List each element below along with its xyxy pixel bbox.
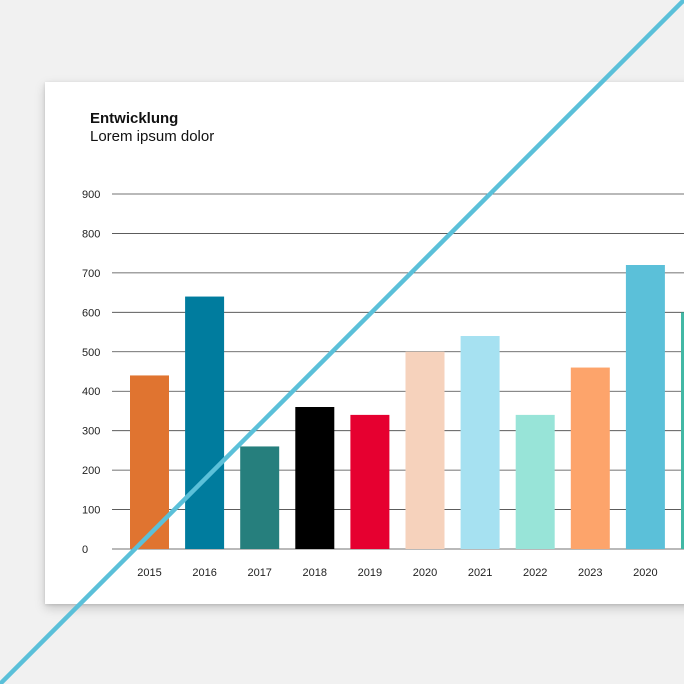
y-tick-label: 200 (82, 465, 100, 477)
x-tick-label: 2023 (578, 567, 602, 579)
chart-subtitle: Lorem ipsum dolor (90, 128, 215, 145)
bar-2017 (240, 446, 280, 549)
bar-2016 (185, 296, 225, 549)
labels-layer: 0 100 200 300 400 500 600 700 800 900 2015 2016 2017… (82, 189, 658, 579)
bar-2019 (350, 414, 390, 549)
bar-2018 (295, 407, 335, 549)
x-tick-label: 2020 (413, 567, 437, 579)
bars-layer (130, 265, 684, 549)
x-tick-label: 2018 (303, 567, 327, 579)
x-tick-label: 2016 (192, 567, 216, 579)
y-tick-label: 600 (82, 307, 100, 319)
bar-2020 (405, 351, 445, 549)
x-tick-label: 2021 (468, 567, 492, 579)
y-tick-label: 800 (82, 228, 100, 240)
x-tick-label: 2019 (358, 567, 382, 579)
y-tick-label: 900 (82, 189, 100, 201)
x-tick-label: 2022 (523, 567, 547, 579)
y-tick-label: 500 (82, 347, 100, 359)
x-tick-label: 2017 (247, 567, 271, 579)
bar-2021 (460, 336, 500, 549)
bar-item-10 (681, 312, 684, 549)
y-tick-label: 100 (82, 505, 100, 517)
y-tick-label: 300 (82, 426, 100, 438)
bar-2023 (570, 367, 610, 549)
bar-2020 (625, 265, 665, 549)
y-tick-label: 400 (82, 386, 100, 398)
x-tick-label: 2015 (137, 567, 161, 579)
y-tick-label: 700 (82, 268, 100, 280)
x-tick-label: 2020 (633, 567, 657, 579)
bar-2022 (515, 414, 555, 549)
chart-title: Entwicklung (90, 110, 179, 127)
y-tick-label: 0 (82, 544, 88, 556)
